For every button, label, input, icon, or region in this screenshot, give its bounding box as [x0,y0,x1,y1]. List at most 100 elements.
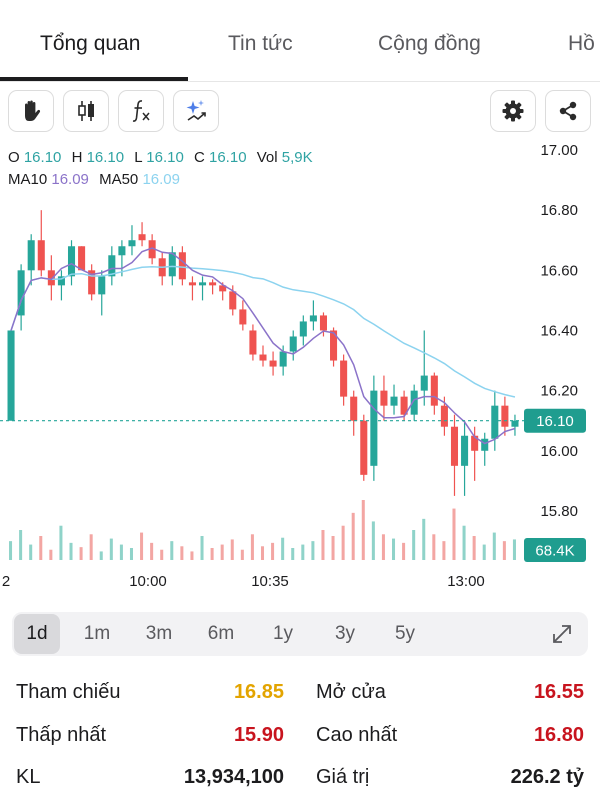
hand-tool-button[interactable] [8,90,54,132]
chart-settings-button[interactable] [490,90,536,132]
candle-body [440,405,448,427]
tab-more[interactable]: Hồ [568,32,595,55]
volume-bar [129,548,133,560]
candle-body [199,282,207,286]
settings-icon [502,100,524,122]
candle-body [188,282,196,286]
candle-body [380,390,388,406]
candle-body [461,435,469,466]
volume-bar [109,538,113,560]
volume-bar [291,548,295,560]
candle-body [17,270,25,316]
legend-high-label: H [71,149,83,166]
period-3m[interactable]: 3m [145,623,173,644]
period-1d[interactable]: 1d [14,614,60,654]
volume-bar [89,534,93,560]
share-icon [559,101,577,121]
volume-bar [39,536,43,560]
candle-body [78,246,86,271]
volume-bar [281,537,285,560]
volume-bar [412,530,416,560]
candle-body [27,240,35,271]
volume-bar [502,541,506,560]
price-chart[interactable]: 17.00 16.80 16.60 16.40 16.20 16.00 15.80 2 10:0… [0,140,600,600]
candle-body [511,420,519,427]
volume-bar [29,544,33,560]
candle-body [420,375,428,391]
period-selector: 1d 1m 3m 6m 1y 3y 5y [12,612,588,656]
legend-low-value: 16.10 [146,149,184,166]
hand-icon [25,100,41,121]
tab-overview[interactable]: Tổng quan [40,32,141,55]
legend-ma10-value: 16.09 [51,171,89,188]
legend-ma50-label: MA50 [99,171,139,188]
candlestick-chart-svg: 17.00 16.80 16.60 16.40 16.20 16.00 15.80 2 10:0… [0,142,586,590]
volume-bar [220,544,224,560]
candle-body [410,390,418,415]
volume-bar [311,541,315,560]
candle-body [400,396,408,415]
candle-body [491,405,499,439]
candle-body [98,276,106,295]
tab-community[interactable]: Cộng đồng [378,32,481,55]
chart-toolbar [0,90,600,134]
volume-bar [381,534,385,560]
low-value: 15.90 [233,724,284,746]
volume-bar [260,546,265,560]
candle-body [330,330,338,361]
candle-body [481,438,489,451]
share-button[interactable] [545,90,591,132]
legend-ma10-label: MA10 [8,171,48,188]
candle-body [168,252,176,277]
volume-bar [422,518,426,560]
current-volume-label: 68.4K [535,543,574,560]
period-6m[interactable]: 6m [207,623,235,644]
x-axis-tick-label: 10:00 [129,573,167,590]
volume-bar [19,530,23,560]
volume-value: 13,934,100 [183,766,284,788]
candle-body [239,309,247,325]
volume-bar [49,549,53,560]
period-1m[interactable]: 1m [83,623,111,644]
volume-bar [351,512,355,560]
legend-high-value: 16.10 [86,149,125,166]
volume-bar [9,541,13,560]
period-5y[interactable]: 5y [394,623,416,644]
volume-bar [482,544,486,560]
volume-bar [160,549,164,560]
tab-news[interactable]: Tin tức [228,32,293,55]
reference-value: 16.85 [233,681,284,703]
candle-body [57,276,65,286]
indicators-button[interactable] [118,90,164,132]
tab-bar: Tổng quan Tin tức Cộng đồng Hồ [0,0,600,82]
volume-bar [180,546,184,560]
legend-volume-value: 5,9K [281,149,313,166]
candle-body [309,315,317,322]
volume-bar [361,500,365,560]
ai-analysis-button[interactable] [173,90,219,132]
period-3y[interactable]: 3y [334,623,356,644]
candle-body [390,396,398,406]
volume-bar [200,536,204,560]
chart-type-button[interactable] [63,90,109,132]
value-label: Giá trị [316,766,370,788]
volume-bar [119,544,123,560]
volume-bar [402,542,406,560]
expand-icon[interactable] [550,622,574,646]
reference-label: Tham chiếu [16,681,121,703]
volume-bar [341,525,345,560]
value-value: 226.2 tỷ [510,766,584,788]
candle-body [259,354,267,361]
function-icon [132,100,150,122]
y-axis-tick-label: 16.20 [540,383,578,400]
y-axis-tick-label: 17.00 [540,142,578,159]
high-value: 16.80 [533,724,584,746]
candle-body [350,396,358,421]
volume-bar [321,530,325,560]
period-1y[interactable]: 1y [272,623,294,644]
current-price-label: 16.10 [536,413,574,430]
candle-body [501,405,509,427]
ma-legend: MA10 16.09 MA50 16.09 [8,171,180,188]
legend-ma50-value: 16.09 [142,171,180,188]
legend-volume-label: Vol [256,149,278,166]
